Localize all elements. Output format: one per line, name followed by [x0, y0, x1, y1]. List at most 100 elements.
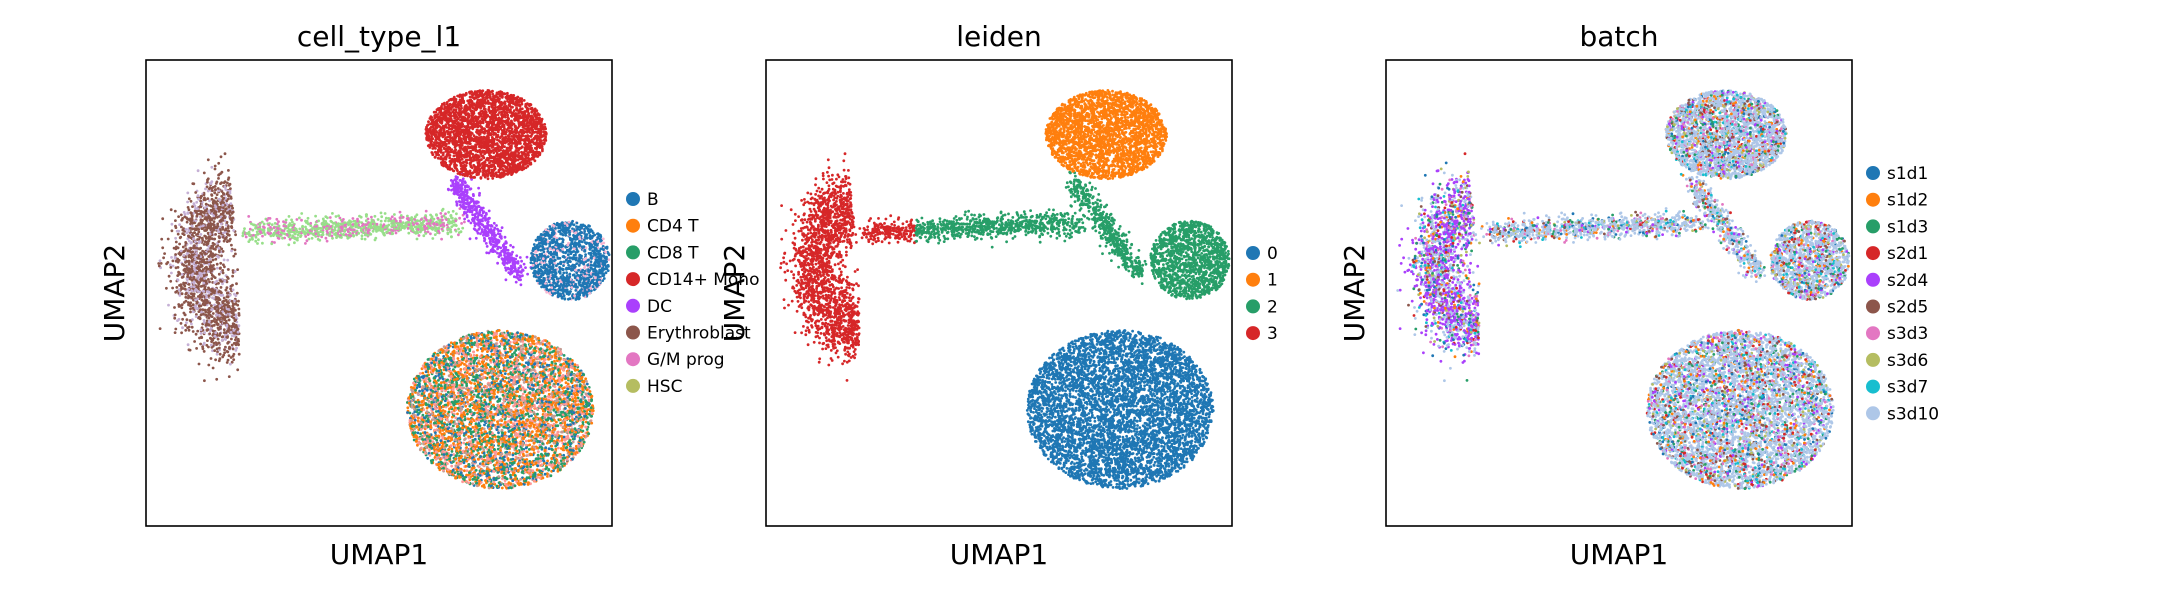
data-point — [254, 235, 258, 239]
data-point — [210, 230, 214, 234]
data-point — [465, 191, 469, 194]
data-point — [236, 368, 240, 372]
data-point — [515, 106, 518, 110]
data-point — [460, 170, 463, 174]
data-point — [180, 276, 184, 279]
data-point — [419, 225, 422, 229]
data-point — [425, 226, 428, 230]
data-point — [182, 311, 186, 315]
data-point — [363, 233, 367, 237]
data-point — [173, 313, 177, 317]
data-point — [216, 309, 220, 312]
data-point — [180, 225, 183, 229]
data-point — [449, 179, 453, 182]
data-point — [483, 239, 486, 243]
data-point — [393, 213, 396, 216]
data-point — [287, 243, 291, 247]
data-point — [214, 196, 218, 200]
data-point — [464, 201, 468, 205]
data-point — [210, 227, 214, 230]
data-point — [197, 362, 201, 366]
data-point — [391, 232, 394, 236]
data-point — [309, 224, 313, 228]
data-point — [230, 360, 234, 364]
data-point — [219, 294, 223, 297]
data-point — [496, 138, 499, 142]
data-point — [483, 101, 487, 105]
data-point — [478, 119, 482, 123]
data-point — [455, 189, 458, 193]
data-point — [221, 282, 224, 286]
data-point — [196, 207, 200, 211]
data-point — [462, 203, 465, 207]
data-point — [379, 224, 383, 228]
data-point — [202, 350, 206, 353]
data-point — [481, 121, 485, 125]
data-point — [225, 361, 229, 364]
data-point — [398, 210, 402, 214]
data-point — [213, 167, 217, 171]
data-point — [227, 318, 231, 322]
data-point — [206, 158, 210, 162]
data-point — [509, 244, 512, 247]
data-point — [471, 193, 475, 196]
data-point — [401, 215, 405, 219]
data-point — [358, 214, 361, 218]
data-point — [483, 236, 486, 240]
data-point — [229, 187, 232, 191]
data-point — [170, 256, 173, 259]
data-point — [287, 224, 291, 228]
data-point — [472, 175, 476, 179]
data-point — [473, 217, 476, 221]
data-point — [202, 308, 205, 312]
data-point — [222, 304, 226, 308]
data-point — [516, 260, 520, 263]
data-point — [217, 230, 221, 234]
data-point — [213, 281, 217, 284]
data-point — [216, 296, 220, 300]
data-point — [304, 225, 307, 229]
data-point — [219, 155, 223, 159]
data-point — [210, 289, 214, 293]
data-point — [415, 213, 419, 217]
data-point — [215, 343, 219, 346]
data-point — [488, 109, 491, 113]
data-point — [213, 303, 216, 307]
data-point — [187, 260, 191, 264]
data-point — [184, 295, 188, 299]
data-point — [196, 280, 200, 284]
data-point — [525, 255, 529, 259]
data-point — [218, 325, 222, 329]
data-point — [185, 216, 188, 220]
data-point — [260, 220, 264, 224]
data-point — [174, 266, 178, 270]
data-point — [208, 329, 212, 333]
data-point — [190, 325, 194, 329]
data-point — [214, 205, 218, 209]
data-point — [227, 169, 230, 172]
data-point — [209, 357, 213, 360]
data-point — [226, 277, 230, 280]
data-point — [230, 324, 234, 328]
data-point — [219, 212, 223, 216]
data-point — [223, 333, 227, 337]
data-point — [227, 268, 230, 271]
data-point — [508, 252, 512, 255]
data-point — [217, 246, 221, 250]
data-point — [191, 221, 194, 225]
data-point — [185, 278, 189, 281]
data-point — [428, 226, 431, 230]
data-point — [215, 262, 219, 266]
data-point — [197, 295, 200, 298]
data-point — [308, 229, 312, 233]
data-point — [232, 328, 236, 332]
data-point — [513, 264, 516, 267]
data-point — [198, 240, 202, 244]
data-point — [199, 215, 202, 219]
data-point — [230, 226, 234, 230]
data-point — [210, 165, 214, 169]
data-point — [487, 151, 491, 155]
data-point — [233, 248, 237, 252]
data-point — [306, 216, 310, 220]
data-point — [519, 283, 523, 287]
